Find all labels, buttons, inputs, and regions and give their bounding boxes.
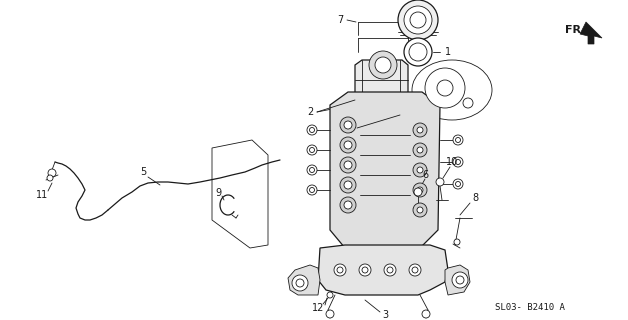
Circle shape xyxy=(384,264,396,276)
Circle shape xyxy=(340,177,356,193)
Text: SL03- B2410 A: SL03- B2410 A xyxy=(495,303,565,313)
Circle shape xyxy=(340,117,356,133)
Circle shape xyxy=(310,188,315,193)
Circle shape xyxy=(413,163,427,177)
Circle shape xyxy=(404,38,432,66)
Circle shape xyxy=(455,138,460,142)
Circle shape xyxy=(362,267,368,273)
Text: 4: 4 xyxy=(347,125,353,135)
Circle shape xyxy=(410,12,426,28)
Circle shape xyxy=(425,68,465,108)
Circle shape xyxy=(437,80,453,96)
Circle shape xyxy=(417,167,423,173)
Circle shape xyxy=(453,135,463,145)
Circle shape xyxy=(417,147,423,153)
Polygon shape xyxy=(580,22,602,44)
Circle shape xyxy=(453,157,463,167)
Circle shape xyxy=(369,51,397,79)
Circle shape xyxy=(454,239,460,245)
Circle shape xyxy=(310,148,315,153)
Text: 6: 6 xyxy=(422,170,428,180)
Polygon shape xyxy=(355,60,408,112)
Text: 3: 3 xyxy=(382,310,388,320)
Circle shape xyxy=(417,207,423,213)
Polygon shape xyxy=(212,140,268,248)
Circle shape xyxy=(344,161,352,169)
Circle shape xyxy=(387,267,393,273)
Circle shape xyxy=(327,292,333,298)
Circle shape xyxy=(436,178,444,186)
Circle shape xyxy=(456,276,464,284)
Circle shape xyxy=(326,310,334,318)
Text: 8: 8 xyxy=(472,193,478,203)
Circle shape xyxy=(310,127,315,132)
Text: 1: 1 xyxy=(445,47,451,57)
Circle shape xyxy=(307,145,317,155)
Text: FR.: FR. xyxy=(565,25,585,35)
Circle shape xyxy=(344,201,352,209)
Circle shape xyxy=(453,179,463,189)
Polygon shape xyxy=(288,265,320,295)
Circle shape xyxy=(413,183,427,197)
Circle shape xyxy=(412,267,418,273)
Circle shape xyxy=(310,167,315,172)
Circle shape xyxy=(455,181,460,187)
Text: 5: 5 xyxy=(140,167,146,177)
Circle shape xyxy=(417,127,423,133)
Circle shape xyxy=(344,141,352,149)
Text: 9: 9 xyxy=(215,188,221,198)
Circle shape xyxy=(47,175,53,181)
Circle shape xyxy=(375,57,391,73)
Circle shape xyxy=(307,125,317,135)
Circle shape xyxy=(452,272,468,288)
Circle shape xyxy=(455,159,460,164)
Polygon shape xyxy=(445,265,470,295)
Circle shape xyxy=(340,197,356,213)
Circle shape xyxy=(307,185,317,195)
Text: 2: 2 xyxy=(307,107,313,117)
Text: 11: 11 xyxy=(36,190,48,200)
Circle shape xyxy=(422,310,430,318)
Circle shape xyxy=(48,169,56,177)
Circle shape xyxy=(292,275,308,291)
Circle shape xyxy=(307,165,317,175)
Circle shape xyxy=(409,264,421,276)
Circle shape xyxy=(404,6,432,34)
Circle shape xyxy=(463,98,473,108)
Circle shape xyxy=(337,267,343,273)
Circle shape xyxy=(296,279,304,287)
Circle shape xyxy=(359,264,371,276)
Circle shape xyxy=(409,43,427,61)
Circle shape xyxy=(413,123,427,137)
Circle shape xyxy=(344,181,352,189)
Circle shape xyxy=(340,137,356,153)
Circle shape xyxy=(344,121,352,129)
Text: 10: 10 xyxy=(446,157,458,167)
Text: 12: 12 xyxy=(312,303,324,313)
Circle shape xyxy=(398,0,438,40)
Polygon shape xyxy=(318,245,448,295)
Polygon shape xyxy=(330,92,440,248)
Circle shape xyxy=(413,203,427,217)
Circle shape xyxy=(340,157,356,173)
Circle shape xyxy=(414,188,422,196)
Text: 7: 7 xyxy=(337,15,343,25)
Circle shape xyxy=(417,187,423,193)
Circle shape xyxy=(334,264,346,276)
Circle shape xyxy=(413,143,427,157)
Ellipse shape xyxy=(412,60,492,120)
